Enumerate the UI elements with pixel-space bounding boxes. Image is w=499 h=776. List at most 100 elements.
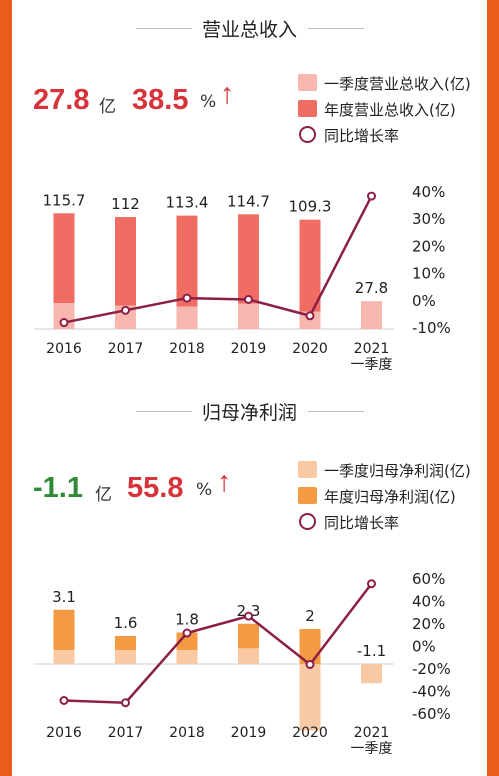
profit-growth: 55.8 (127, 472, 184, 504)
bar-q1-2016 (53, 650, 75, 664)
legend-label: 同比增长率 (324, 127, 400, 145)
bar-q1-2019 (238, 648, 259, 664)
bar-q1-2020 (299, 664, 321, 731)
growth-line (63, 582, 373, 705)
y-right-tick-label: 60% (412, 570, 445, 588)
bar-value-label: 27.8 (355, 279, 388, 297)
title-divider-left (136, 28, 192, 29)
y-right-tick-label: 40% (412, 183, 445, 201)
x-tick-label: 2021 (354, 725, 390, 741)
x-tick-label: 2020 (292, 341, 328, 357)
legend-label: 一季度营业总收入(亿) (324, 75, 471, 93)
y-right-tick-label: -60% (412, 705, 451, 723)
report-card: 营业总收入 27.8 亿 38.5 % ↑ 一季度营业总收入(亿) 年度营业总收… (12, 0, 487, 776)
growth-line (63, 195, 373, 324)
growth-point (244, 611, 253, 621)
x-tick-label: 2021 (354, 341, 390, 357)
bar-annual-2016 (53, 213, 75, 329)
bar-annual-2020 (299, 629, 321, 664)
bar-value-label: 114.7 (227, 192, 270, 210)
bar-value-label: 112 (111, 195, 140, 213)
growth-point (182, 293, 192, 303)
profit-value-unit: 亿 (95, 485, 112, 505)
bar-q1-2018 (176, 650, 198, 664)
y-right-tick-label: 10% (412, 265, 445, 283)
legend-label: 年度营业总收入(亿) (324, 101, 456, 119)
legend-swatch-annual (298, 100, 317, 117)
profit-section: 归母净利润 -1.1 亿 55.8 % ↑ 一季度归母净利润(亿) 年度归母净利… (12, 380, 487, 776)
revenue-section: 营业总收入 27.8 亿 38.5 % ↑ 一季度营业总收入(亿) 年度营业总收… (12, 0, 487, 380)
growth-point (121, 698, 130, 708)
profit-growth-unit: % (196, 480, 213, 500)
y-right-tick-label: -10% (412, 319, 451, 337)
title-divider-right (308, 28, 364, 29)
x-tick-label: 一季度 (351, 357, 393, 373)
x-tick-label: 2016 (46, 725, 82, 741)
revenue-growth: 38.5 (132, 84, 189, 116)
growth-point (121, 305, 130, 315)
growth-point (305, 311, 315, 321)
bar-value-label: 3.1 (52, 588, 76, 606)
x-tick-label: 2019 (231, 725, 267, 741)
bar-value-label: 113.4 (166, 194, 209, 212)
legend-label: 一季度归母净利润(亿) (324, 462, 471, 480)
y-right-tick-label: 0% (412, 292, 436, 310)
revenue-growth-unit: % (200, 92, 217, 112)
bar-q1-2021 (361, 301, 382, 329)
legend-swatch-annual (298, 487, 317, 504)
revenue-title: 营业总收入 (201, 19, 297, 41)
x-tick-label: 2020 (292, 725, 328, 741)
bar-value-label: 115.7 (43, 191, 86, 209)
legend-swatch-q1 (298, 461, 317, 478)
legend-label: 年度归母净利润(亿) (324, 488, 456, 506)
bar-q1-2019 (238, 303, 259, 329)
bar-annual-2018 (176, 215, 198, 329)
bar-value-label: 1.6 (114, 614, 138, 632)
growth-point (244, 294, 253, 304)
growth-point (59, 318, 69, 328)
legend-marker-growth (299, 513, 316, 530)
revenue-chart: 115.7 2016 112 2017 113.4 2018 114.7 2019 109.3 2… (34, 183, 451, 373)
x-tick-label: 2018 (169, 341, 205, 357)
profit-title: 归母净利润 (201, 402, 297, 424)
revenue-value: 27.8 (33, 84, 90, 116)
title-divider-left (136, 411, 192, 412)
x-tick-label: 2019 (231, 341, 267, 357)
bar-value-label: 2 (305, 607, 315, 625)
growth-point (182, 628, 192, 638)
x-tick-label: 2018 (169, 725, 205, 741)
growth-point (367, 191, 376, 201)
profit-chart: 3.1 2016 1.6 2017 1.8 2018 2.3 2019 2 2020 -1.1 202… (34, 570, 451, 757)
y-right-tick-label: 0% (412, 638, 436, 656)
y-right-tick-label: 20% (412, 237, 445, 255)
y-right-tick-label: 30% (412, 210, 445, 228)
bar-q1-2018 (176, 306, 198, 329)
profit-value: -1.1 (33, 472, 83, 504)
x-tick-label: 2017 (108, 725, 144, 741)
bar-q1-2017 (115, 650, 136, 664)
legend-label: 同比增长率 (324, 514, 400, 532)
growth-point (59, 696, 69, 705)
bar-annual-2017 (115, 217, 136, 329)
revenue-value-unit: 亿 (99, 97, 116, 117)
title-divider-right (308, 411, 364, 412)
bar-value-label: 1.8 (175, 611, 199, 629)
y-right-tick-label: 20% (412, 615, 445, 633)
bar-q1-2021 (361, 664, 382, 684)
x-tick-label: 一季度 (351, 741, 393, 757)
growth-point (367, 579, 376, 589)
x-tick-label: 2017 (108, 341, 144, 357)
legend-swatch-q1 (298, 74, 317, 91)
bar-value-label: 109.3 (289, 198, 332, 216)
up-arrow-icon: ↑ (217, 466, 232, 498)
bar-value-label: 2.3 (237, 602, 261, 620)
bar-value-label: -1.1 (357, 642, 386, 660)
legend-marker-growth (299, 126, 316, 143)
x-tick-label: 2016 (46, 341, 82, 357)
up-arrow-icon: ↑ (220, 78, 235, 110)
y-right-tick-label: 40% (412, 593, 445, 611)
y-right-tick-label: -20% (412, 660, 451, 678)
growth-point (305, 660, 315, 669)
y-right-tick-label: -40% (412, 683, 451, 701)
bar-annual-2020 (299, 219, 321, 329)
